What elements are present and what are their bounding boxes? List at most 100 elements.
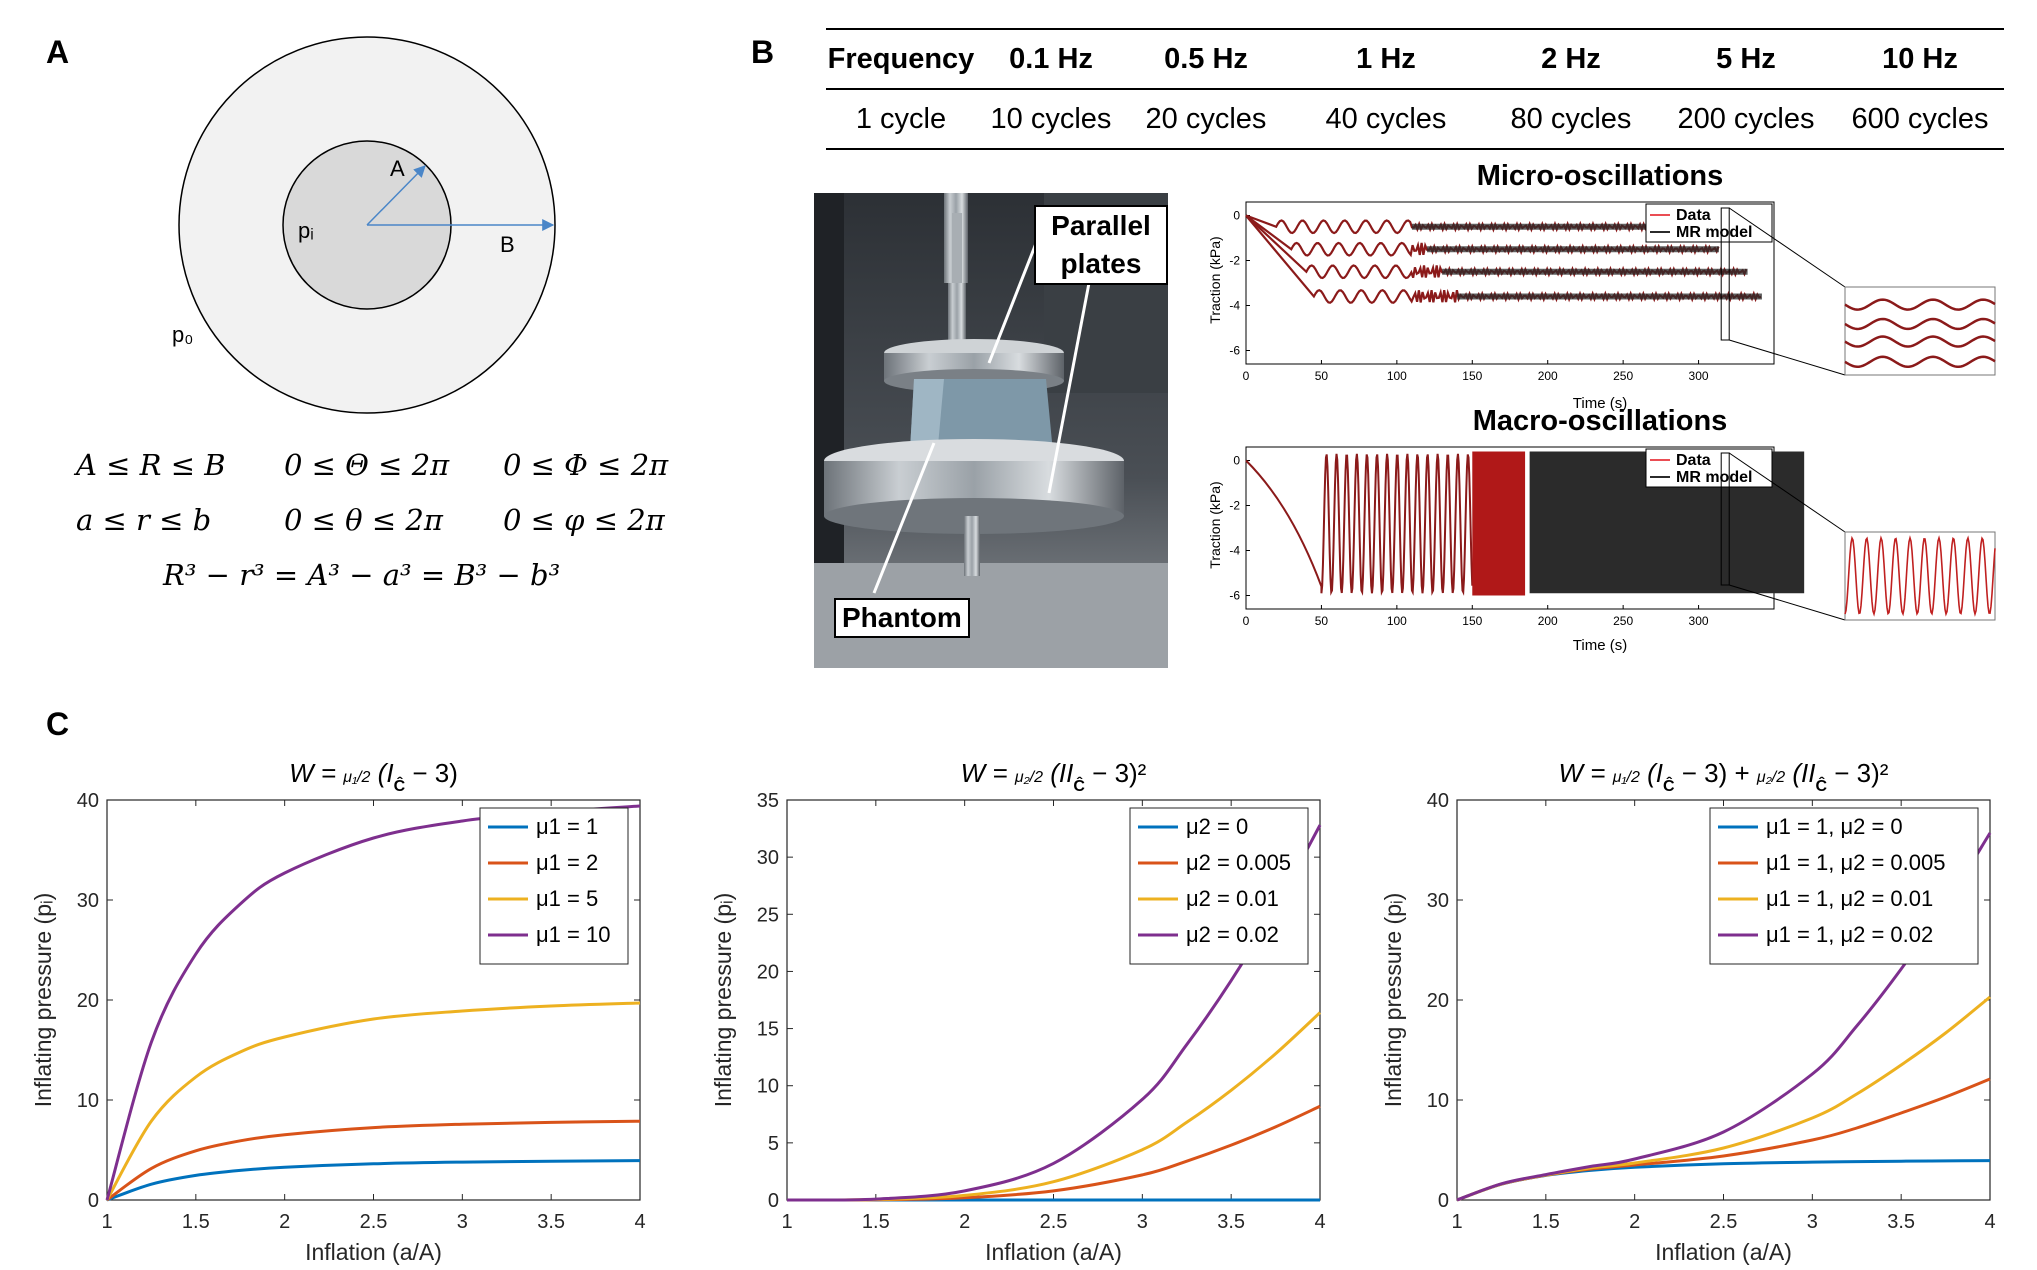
zoom-window <box>1720 207 1730 341</box>
x-tick-label: 50 <box>1315 614 1329 628</box>
callout-phantom: Phantom <box>834 598 970 638</box>
legend-box <box>1709 807 1979 965</box>
x-tick-label: 2 <box>279 1211 290 1233</box>
y-axis-label: Inflating pressure (pᵢ) <box>1380 893 1406 1108</box>
x-tick-label: 1 <box>781 1211 792 1233</box>
inflation-chart-1: W = μ₁/2 (IĈ − 3)1 1.5 2 2.5 3 3.5 4010203040I… <box>30 758 646 1265</box>
y-tick-label: 0 <box>768 1190 779 1212</box>
legend-entry: μ1 = 1, μ2 = 0 <box>1766 814 1903 839</box>
eq-row1-b: 0 ≤ Θ ≤ 2π <box>284 448 450 482</box>
x-tick-label: 3.5 <box>1217 1211 1245 1233</box>
x-tick-label: 250 <box>1613 614 1633 628</box>
legend-entry: μ1 = 1 <box>536 814 598 839</box>
y-axis-label: Inflating pressure (pᵢ) <box>30 893 56 1108</box>
legend-entry: μ1 = 1, μ2 = 0.02 <box>1766 922 1933 947</box>
x-tick-label: 300 <box>1689 369 1709 383</box>
micro-ylabel: Traction (kPa) <box>1207 236 1223 323</box>
inset-trace <box>1844 335 1996 348</box>
x-tick-label: 100 <box>1387 614 1407 628</box>
y-tick-label: -2 <box>1229 254 1240 268</box>
y-tick-label: 30 <box>1427 890 1449 912</box>
micro-dense-band <box>1442 268 1748 275</box>
zoom-connector <box>1729 339 1846 376</box>
label-inner-pressure: pᵢ <box>298 218 314 243</box>
micro-title: Micro-oscillations <box>1477 160 1724 192</box>
series-line <box>106 1119 641 1202</box>
inset-trace <box>1844 535 1996 617</box>
zoom-connector <box>1729 584 1846 621</box>
macro-trace <box>1245 453 1474 596</box>
y-tick-label: 0 <box>1233 454 1240 468</box>
legend-entry: μ1 = 5 <box>536 886 598 911</box>
eq-row2-b: 0 ≤ θ ≤ 2π <box>284 503 443 537</box>
legend-entry: μ1 = 2 <box>536 850 598 875</box>
eq-row1-c: 0 ≤ Φ ≤ 2π <box>503 448 669 482</box>
x-axis-label: Inflation (a/A) <box>305 1239 442 1265</box>
legend-entry: μ2 = 0.02 <box>1186 922 1279 947</box>
table-header-cell: 5 Hz <box>1656 28 1836 90</box>
eq-row1-a: A ≤ R ≤ B <box>76 448 226 482</box>
y-tick-label: -4 <box>1229 544 1240 558</box>
y-tick-label: 25 <box>757 904 779 926</box>
x-tick-label: 150 <box>1462 614 1482 628</box>
table-cell: 40 cycles <box>1286 89 1486 150</box>
x-tick-label: 100 <box>1387 369 1407 383</box>
x-tick-label: 3.5 <box>1887 1211 1915 1233</box>
macro-band-data <box>1472 451 1526 596</box>
legend-entry: μ1 = 1, μ2 = 0.005 <box>1766 850 1945 875</box>
table-cell: 200 cycles <box>1656 89 1836 150</box>
legend-box <box>1129 807 1309 965</box>
x-tick-label: 50 <box>1315 369 1329 383</box>
table-header-cell: 2 Hz <box>1486 28 1656 90</box>
table-header-cell: 1 Hz <box>1286 28 1486 90</box>
micro-dense-band <box>1411 223 1705 230</box>
x-axis-label: Inflation (a/A) <box>1655 1239 1792 1265</box>
micro-xlabel: Time (s) <box>1573 395 1627 412</box>
table-header-cell: Frequency <box>826 28 976 90</box>
panel-label-b: B <box>751 34 775 70</box>
y-tick-label: 20 <box>1427 990 1449 1012</box>
y-tick-label: 0 <box>1233 209 1240 223</box>
x-tick-label: 1.5 <box>862 1211 890 1233</box>
x-tick-label: 1 <box>101 1211 112 1233</box>
y-tick-label: 10 <box>77 1090 99 1112</box>
x-tick-label: 4 <box>1314 1211 1325 1233</box>
macro-title: Macro-oscillations <box>1473 405 1728 437</box>
y-tick-label: 0 <box>88 1190 99 1212</box>
y-tick-label: 20 <box>757 961 779 983</box>
table-header-cell: 10 Hz <box>1836 28 2004 90</box>
y-tick-label: -4 <box>1229 299 1240 313</box>
macro-ylabel: Traction (kPa) <box>1207 481 1223 568</box>
zoom-inset <box>1844 286 1996 376</box>
y-tick-label: -2 <box>1229 499 1240 513</box>
label-inner-radius: A <box>390 156 405 181</box>
series-line <box>106 1159 641 1202</box>
x-tick-label: 3 <box>457 1211 468 1233</box>
chart-title: W = μ₁/2 (IĈ − 3) + μ₂/2 (IIĈ − 3)² <box>1559 758 1889 795</box>
micro-oscillation-plot: Micro-oscillations Time (s) Traction (kP… <box>1207 160 1996 412</box>
panel-label-a: A <box>46 34 70 70</box>
legend-entry: μ2 = 0.01 <box>1186 886 1279 911</box>
panel-label-c: C <box>46 706 70 742</box>
y-tick-label: 0 <box>1438 1190 1449 1212</box>
table-cell: 600 cycles <box>1836 89 2004 150</box>
x-tick-label: 200 <box>1538 614 1558 628</box>
x-tick-label: 0 <box>1243 369 1250 383</box>
label-outer-pressure: p₀ <box>172 322 193 347</box>
table-header-cell: 0.1 Hz <box>976 28 1126 90</box>
label-outer-radius: B <box>500 232 515 257</box>
y-tick-label: 5 <box>768 1133 779 1155</box>
inflation-chart-2: W = μ₂/2 (IIĈ − 3)² 1 1.5 2 2.5 3 3.5 4 0 5 10 15 20… <box>710 758 1326 1265</box>
y-axis-label: Inflating pressure (pᵢ) <box>710 893 736 1108</box>
x-tick-label: 200 <box>1538 369 1558 383</box>
inset-trace <box>1844 298 1996 311</box>
legend-entry: Data <box>1676 207 1711 224</box>
table-header-cell: 0.5 Hz <box>1126 28 1286 90</box>
y-tick-label: 20 <box>77 990 99 1012</box>
eq-row2-a: a ≤ r ≤ b <box>76 503 212 537</box>
x-tick-label: 4 <box>634 1211 645 1233</box>
frequency-table: Frequency 0.1 Hz 0.5 Hz 1 Hz 2 Hz 5 Hz 1… <box>826 28 2004 150</box>
x-tick-label: 1.5 <box>182 1211 210 1233</box>
zoom-connector <box>1728 207 1846 288</box>
